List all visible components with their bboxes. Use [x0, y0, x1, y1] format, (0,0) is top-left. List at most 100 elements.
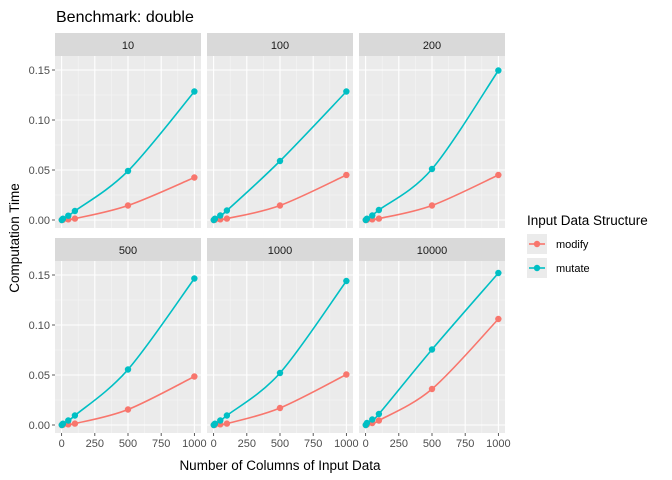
- y-tick-label: 0.00: [29, 420, 50, 432]
- facet-panel-200: 200: [359, 33, 505, 228]
- facet-strip: [55, 33, 201, 56]
- y-tick-label: 0.10: [29, 115, 50, 127]
- chart-title: Benchmark: double: [56, 9, 194, 26]
- x-axis-title: Number of Columns of Input Data: [179, 458, 381, 473]
- data-point-modify: [223, 215, 231, 222]
- data-point-modify: [223, 420, 231, 427]
- legend-key-point: [533, 264, 541, 272]
- data-point-mutate: [124, 366, 132, 373]
- data-point-modify: [71, 420, 79, 427]
- chart-panels: 10 0.00 0.05 0.10 0.15 100 200 500 0.00 0.05 0.10 0…: [29, 33, 511, 450]
- data-point-modify: [375, 417, 383, 424]
- y-tick-label: 0.00: [29, 215, 50, 227]
- x-tick-label: 750: [456, 438, 474, 450]
- data-point-modify: [495, 315, 502, 323]
- data-point-mutate: [211, 420, 219, 427]
- data-point-mutate: [428, 165, 436, 173]
- x-tick-label: 250: [86, 438, 104, 450]
- data-point-mutate: [428, 346, 436, 353]
- data-point-mutate: [343, 88, 350, 95]
- facet-strip: [359, 238, 505, 261]
- data-point-mutate: [223, 412, 231, 419]
- data-point-mutate: [375, 206, 383, 214]
- data-point-mutate: [375, 410, 383, 418]
- x-tick-label: 750: [152, 438, 170, 450]
- facet-panel-10000: 10000 0 250 500 750 1000: [359, 238, 511, 450]
- y-tick-label: 0.05: [29, 370, 50, 382]
- facet-strip-label: 500: [119, 245, 137, 257]
- data-point-modify: [428, 202, 436, 209]
- data-point-mutate: [276, 369, 284, 377]
- facet-strip: [55, 238, 201, 261]
- data-point-modify: [343, 171, 350, 179]
- data-point-modify: [428, 385, 436, 393]
- data-point-mutate: [495, 67, 502, 74]
- x-tick-label: 250: [390, 438, 408, 450]
- legend-key-point: [533, 240, 541, 248]
- legend-key-mutate: mutate: [527, 258, 590, 278]
- data-point-mutate: [211, 215, 219, 222]
- data-point-mutate: [191, 275, 198, 282]
- facet-strip: [207, 238, 353, 261]
- x-tick-label: 500: [271, 438, 289, 450]
- data-point-mutate: [71, 207, 79, 215]
- x-tick-label: 1000: [334, 438, 358, 450]
- facet-strip: [359, 33, 505, 56]
- data-point-modify: [276, 202, 284, 209]
- x-tick-label: 1000: [486, 438, 510, 450]
- data-point-modify: [191, 373, 198, 380]
- data-point-mutate: [191, 88, 198, 95]
- legend-label: modify: [556, 239, 589, 251]
- x-tick-label: 0: [211, 438, 217, 450]
- facet-panel-500: 500 0.00 0.05 0.10 0.15 0 250 500 750 1000: [29, 238, 207, 450]
- facet-strip-label: 10000: [417, 245, 448, 257]
- facet-panel-1000: 1000 0 250 500 750 1000: [207, 238, 359, 450]
- facet-panel-100: 100: [207, 33, 353, 228]
- legend-key-modify: modify: [527, 234, 589, 254]
- x-tick-label: 750: [304, 438, 322, 450]
- y-tick-label: 0.15: [29, 65, 50, 77]
- data-point-modify: [495, 171, 502, 179]
- x-tick-label: 0: [59, 438, 65, 450]
- data-point-modify: [71, 215, 79, 222]
- facet-strip-label: 200: [423, 40, 441, 52]
- data-point-mutate: [369, 212, 376, 219]
- legend-keys: modify mutate: [527, 234, 590, 278]
- data-point-modify: [343, 371, 350, 378]
- y-tick-label: 0.10: [29, 320, 50, 332]
- data-point-mutate: [363, 419, 371, 427]
- y-tick-label: 0.05: [29, 165, 50, 177]
- data-point-mutate: [223, 207, 231, 214]
- data-point-mutate: [217, 417, 224, 424]
- data-point-mutate: [65, 212, 72, 219]
- data-point-mutate: [495, 269, 502, 277]
- legend-title: Input Data Structure: [527, 213, 648, 228]
- data-point-modify: [191, 174, 198, 181]
- x-tick-label: 1000: [182, 438, 206, 450]
- data-point-mutate: [59, 420, 67, 427]
- y-tick-label: 0.15: [29, 270, 50, 282]
- x-tick-label: 500: [119, 438, 137, 450]
- data-point-mutate: [363, 215, 371, 222]
- data-point-mutate: [369, 416, 376, 423]
- x-tick-label: 0: [363, 438, 369, 450]
- data-point-modify: [375, 215, 383, 222]
- legend-label: mutate: [556, 263, 590, 275]
- x-tick-label: 500: [423, 438, 441, 450]
- data-point-mutate: [343, 277, 350, 285]
- x-tick-label: 250: [238, 438, 256, 450]
- y-axis-title: Computation Time: [7, 183, 22, 293]
- data-point-mutate: [59, 215, 67, 222]
- facet-strip: [207, 33, 353, 56]
- data-point-modify: [276, 404, 284, 412]
- facet-strip-label: 1000: [268, 245, 292, 257]
- data-point-mutate: [71, 412, 79, 419]
- data-point-modify: [124, 202, 132, 209]
- facet-strip-label: 10: [122, 40, 134, 52]
- legend: Input Data Structure modify mutate: [527, 213, 648, 278]
- data-point-modify: [124, 406, 132, 413]
- facet-strip-label: 100: [271, 40, 289, 52]
- data-point-mutate: [217, 212, 224, 219]
- data-point-mutate: [65, 417, 72, 424]
